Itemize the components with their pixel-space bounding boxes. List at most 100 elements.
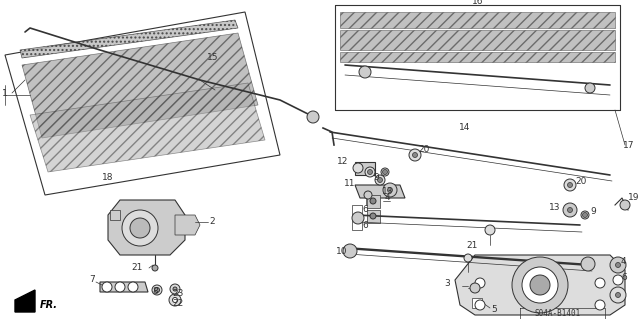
Circle shape [585, 83, 595, 93]
Circle shape [475, 278, 485, 288]
Circle shape [378, 177, 383, 182]
Polygon shape [472, 298, 482, 308]
Circle shape [102, 282, 112, 292]
Circle shape [364, 191, 372, 199]
Text: 4: 4 [621, 257, 627, 266]
Circle shape [375, 175, 385, 185]
Circle shape [152, 285, 162, 295]
Circle shape [370, 213, 376, 219]
Polygon shape [455, 255, 625, 315]
Circle shape [122, 210, 158, 246]
Circle shape [470, 283, 480, 293]
Circle shape [387, 188, 392, 192]
Polygon shape [15, 290, 35, 312]
Circle shape [568, 182, 573, 188]
Polygon shape [30, 83, 265, 172]
Circle shape [370, 198, 376, 204]
Text: 20: 20 [575, 177, 586, 187]
Circle shape [383, 183, 397, 197]
Circle shape [413, 152, 417, 158]
Text: 10: 10 [335, 248, 347, 256]
Text: 15: 15 [207, 54, 219, 63]
Circle shape [568, 207, 573, 212]
Text: 6: 6 [362, 205, 368, 214]
Text: 2: 2 [209, 218, 214, 226]
Text: 21: 21 [467, 241, 478, 249]
Circle shape [409, 149, 421, 161]
Text: 14: 14 [460, 123, 470, 132]
Circle shape [616, 263, 621, 268]
Circle shape [522, 267, 558, 303]
Circle shape [130, 218, 150, 238]
Text: 22: 22 [172, 300, 183, 308]
Circle shape [173, 298, 177, 302]
Polygon shape [355, 162, 375, 175]
Circle shape [610, 287, 626, 303]
Text: S04A-B1401: S04A-B1401 [535, 308, 581, 317]
Text: 18: 18 [102, 174, 114, 182]
Text: 9: 9 [590, 207, 596, 217]
Text: 11: 11 [344, 180, 355, 189]
Circle shape [343, 244, 357, 258]
Text: 4: 4 [385, 194, 390, 203]
Polygon shape [352, 220, 362, 230]
Circle shape [365, 167, 375, 177]
Polygon shape [367, 195, 380, 208]
Circle shape [383, 169, 387, 174]
Circle shape [169, 294, 181, 306]
Text: 19: 19 [628, 194, 639, 203]
Text: 23: 23 [172, 288, 184, 298]
Circle shape [475, 300, 485, 310]
Circle shape [595, 300, 605, 310]
Circle shape [581, 211, 589, 219]
Circle shape [613, 275, 623, 285]
Text: 13: 13 [382, 188, 394, 197]
Polygon shape [108, 200, 185, 255]
Text: 13: 13 [548, 204, 560, 212]
Polygon shape [355, 185, 405, 198]
Text: 5: 5 [491, 306, 497, 315]
Polygon shape [367, 210, 380, 223]
Text: 6: 6 [362, 220, 368, 229]
Circle shape [564, 179, 576, 191]
Circle shape [170, 284, 180, 294]
Circle shape [512, 257, 568, 313]
Circle shape [367, 169, 372, 174]
Circle shape [563, 203, 577, 217]
Text: 9: 9 [373, 173, 379, 182]
Circle shape [381, 168, 389, 176]
Text: 17: 17 [623, 140, 634, 150]
Circle shape [581, 257, 595, 271]
Circle shape [485, 225, 495, 235]
Polygon shape [340, 52, 615, 62]
Text: 16: 16 [472, 0, 484, 6]
Circle shape [353, 163, 363, 173]
Text: FR.: FR. [40, 300, 58, 310]
Text: 6: 6 [621, 272, 627, 281]
Circle shape [115, 282, 125, 292]
Circle shape [582, 212, 588, 218]
Polygon shape [352, 205, 362, 215]
Text: 1: 1 [2, 88, 8, 98]
Polygon shape [340, 12, 615, 28]
Polygon shape [175, 215, 200, 235]
Circle shape [595, 278, 605, 288]
Polygon shape [5, 12, 280, 195]
Text: 8: 8 [152, 287, 157, 296]
Circle shape [154, 287, 159, 293]
Text: 20: 20 [418, 145, 429, 154]
Circle shape [616, 293, 621, 298]
Polygon shape [110, 210, 120, 220]
Circle shape [464, 254, 472, 262]
Polygon shape [340, 30, 615, 50]
Circle shape [620, 200, 630, 210]
Text: 12: 12 [337, 158, 348, 167]
Circle shape [307, 111, 319, 123]
Polygon shape [20, 20, 238, 58]
Circle shape [352, 212, 364, 224]
Circle shape [173, 287, 177, 291]
Text: 7: 7 [89, 276, 95, 285]
Text: 3: 3 [444, 279, 450, 288]
Polygon shape [100, 282, 148, 292]
Circle shape [610, 257, 626, 273]
